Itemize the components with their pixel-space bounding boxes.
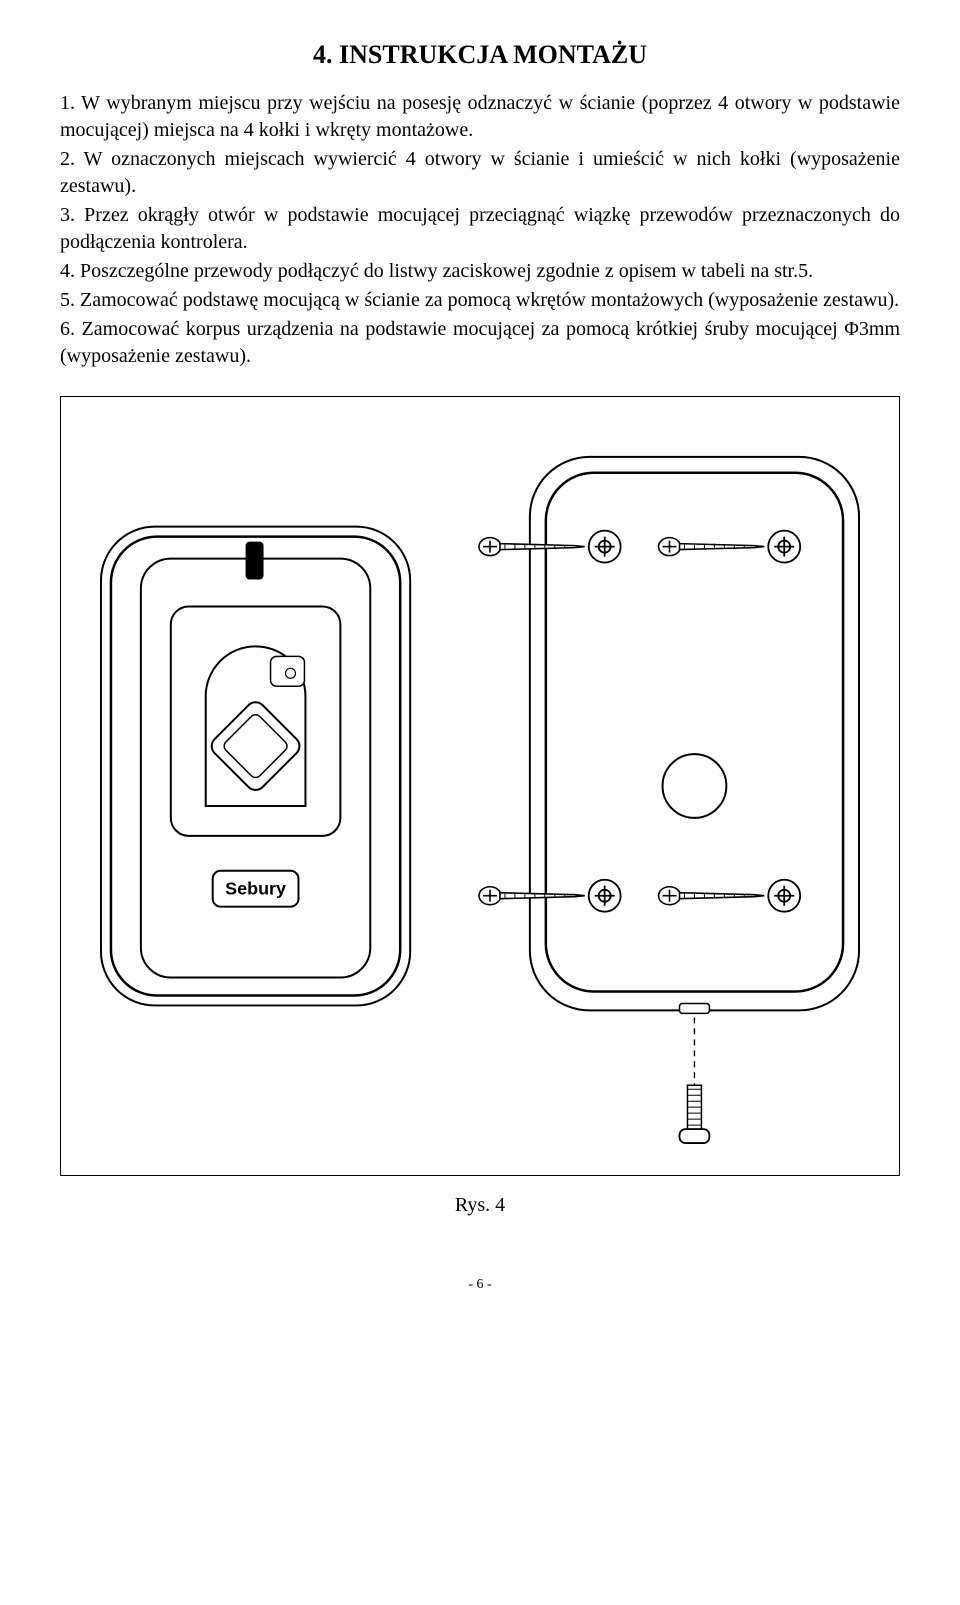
instruction-step: 6. Zamocować korpus urządzenia na podsta… <box>60 316 900 370</box>
page-number: - 6 - <box>60 1277 900 1293</box>
instruction-step: 5. Zamocować podstawę mocującą w ścianie… <box>60 287 900 314</box>
device-front: Sebury <box>101 527 410 1006</box>
figure-caption: Rys. 4 <box>60 1194 900 1217</box>
section-title: 4. INSTRUKCJA MONTAŻU <box>60 40 900 70</box>
fixation-screw <box>679 1017 709 1143</box>
mounting-diagram: Sebury <box>60 396 900 1176</box>
instruction-list: 1. W wybranym miejscu przy wejściu na po… <box>60 90 900 370</box>
instruction-step: 1. W wybranym miejscu przy wejściu na po… <box>60 90 900 144</box>
instruction-step: 2. W oznaczonych miejscach wywiercić 4 o… <box>60 146 900 200</box>
device-logo: Sebury <box>225 879 286 899</box>
instruction-step: 3. Przez okrągły otwór w podstawie mocuj… <box>60 202 900 256</box>
mounting-plate <box>530 457 859 1014</box>
instruction-step: 4. Poszczególne przewody podłączyć do li… <box>60 258 900 285</box>
diagram-svg: Sebury <box>61 397 899 1175</box>
